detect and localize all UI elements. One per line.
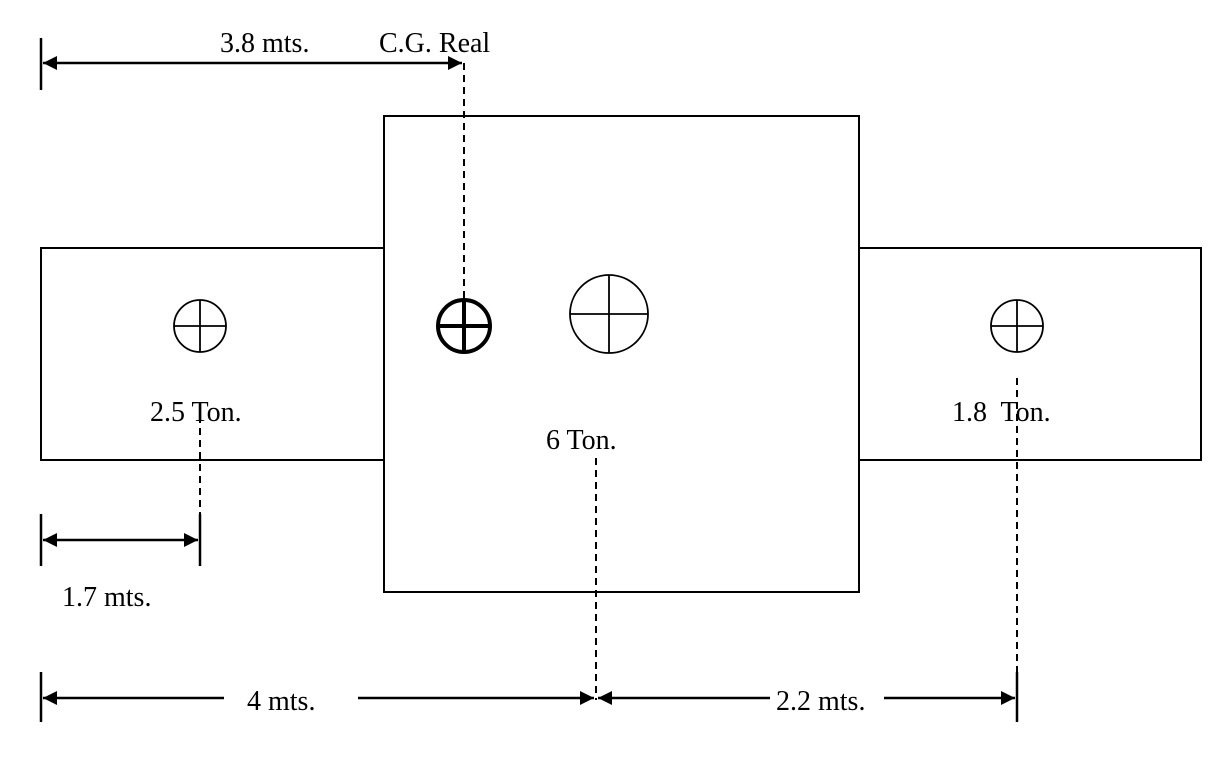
right-mass-center-marker xyxy=(990,299,1044,353)
center-load-distance-label: 4 mts. xyxy=(247,686,315,717)
center-block xyxy=(383,115,860,593)
left-load-label: 2.5 Ton. xyxy=(150,397,242,428)
right-block xyxy=(858,247,1202,461)
cg-label: C.G. Real xyxy=(379,28,490,59)
right-load-label: 1.8 Ton. xyxy=(952,397,1051,428)
cg-distance-label: 3.8 mts. xyxy=(220,28,309,59)
left-load-distance-dimension xyxy=(39,514,202,566)
center-mass-center-marker xyxy=(569,274,649,354)
cg-distance-dimension xyxy=(39,38,462,90)
real-cg-marker xyxy=(436,298,492,354)
center-load-label: 6 Ton. xyxy=(546,425,617,456)
left-mass-center-marker xyxy=(173,299,227,353)
left-block xyxy=(40,247,386,461)
right-load-span-label: 2.2 mts. xyxy=(776,686,865,717)
left-load-distance-label: 1.7 mts. xyxy=(62,582,151,613)
bottom-dimension-chain xyxy=(39,672,1019,722)
